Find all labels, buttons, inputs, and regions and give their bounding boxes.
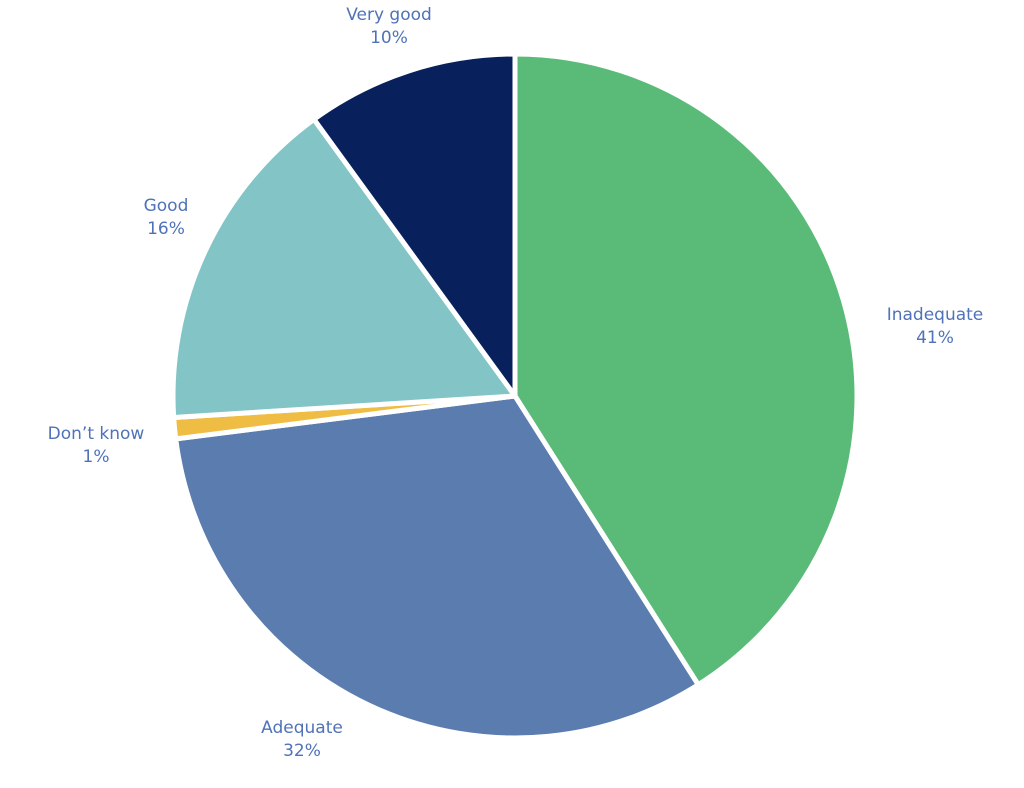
slice-label-value: 41% — [916, 328, 954, 348]
slice-label-name: Inadequate — [887, 305, 984, 325]
slice-label-very-good: Very good 10% — [346, 5, 432, 48]
slice-label-value: 32% — [283, 741, 321, 761]
slice-label-don-t-know: Don’t know 1% — [48, 424, 145, 467]
slice-label-inadequate: Inadequate 41% — [887, 305, 984, 348]
pie-labels: Inadequate 41% Adequate 32% Don’t know 1% Good… — [48, 5, 984, 761]
slice-label-name: Don’t know — [48, 424, 145, 444]
pie-slice-very-good — [311, 51, 518, 399]
slice-label-adequate: Adequate 32% — [261, 718, 343, 761]
slice-label-value: 16% — [147, 219, 185, 239]
slice-label-name: Adequate — [261, 718, 343, 738]
slice-label-name: Very good — [346, 5, 432, 25]
slice-label-value: 10% — [370, 28, 408, 48]
slice-label-name: Good — [144, 196, 189, 216]
slice-label-good: Good 16% — [144, 196, 189, 239]
pie-slices — [170, 51, 860, 741]
pie-slice-adequate — [173, 393, 701, 741]
slice-label-value: 1% — [83, 447, 110, 467]
pie-slice-good — [170, 116, 518, 420]
